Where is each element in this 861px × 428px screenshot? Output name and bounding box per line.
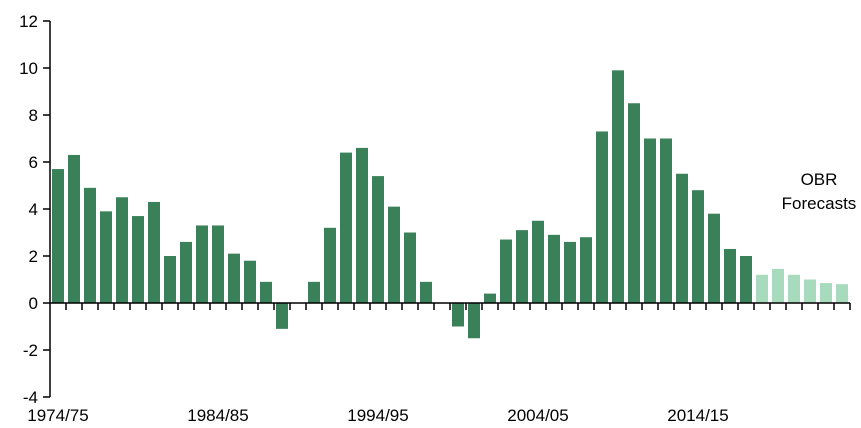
y-tick-label: 6: [29, 153, 38, 172]
bar-1979-80: [132, 216, 144, 303]
bar-1976-77: [84, 187, 96, 303]
forecast-annotation-line2: Forecasts: [782, 194, 857, 213]
x-tick-label-1974-75: 1974/75: [27, 406, 88, 425]
bar-1993-94: [356, 147, 368, 303]
bar-1982-83: [180, 241, 192, 303]
forecast-bar-2018-19: [756, 274, 768, 303]
bar-1999-00: [452, 303, 464, 327]
bar-2017-18: [740, 256, 752, 303]
y-tick-label: -2: [23, 341, 38, 360]
y-tick-label: 2: [29, 247, 38, 266]
forecast-bar-2022-23: [820, 283, 832, 303]
bar-1988-89: [276, 303, 288, 329]
y-tick-label: 8: [29, 106, 38, 125]
bar-1992-93: [340, 152, 352, 303]
bar-2015-16: [708, 213, 720, 303]
forecast-bar-2020-21: [788, 274, 800, 303]
x-ticks-group: [65, 303, 851, 310]
forecast-bar-2021-22: [804, 279, 816, 303]
x-tick-label-2014-15: 2014/15: [667, 406, 728, 425]
bar-2007-08: [580, 237, 592, 303]
x-tick-labels-group: 1974/75 1984/85 1994/95 2004/05 2014/15: [27, 406, 728, 425]
bar-2008-09: [596, 131, 608, 303]
bar-2012-13: [660, 138, 672, 303]
bar-1997-98: [420, 281, 432, 303]
forecast-annotation-line1: OBR: [801, 170, 838, 189]
bar-1978-79: [116, 197, 128, 303]
bar-2014-15: [692, 190, 704, 303]
forecast-bar-2023-24: [836, 284, 848, 303]
bar-2016-17: [724, 248, 736, 303]
bar-2005-06: [548, 234, 560, 303]
bar-1987-88: [260, 281, 272, 303]
bar-1996-97: [404, 232, 416, 303]
bar-1985-86: [228, 253, 240, 303]
x-tick-label-2004-05: 2004/05: [507, 406, 568, 425]
bar-1991-92: [324, 227, 336, 303]
bar-1980-81: [148, 201, 160, 303]
y-ticks-group: -4 -2 0 2 4 6 8 10 12: [19, 12, 50, 407]
bar-1986-87: [244, 260, 256, 303]
bar-1981-82: [164, 256, 176, 303]
bar-2002-03: [500, 239, 512, 303]
bar-2009-10: [612, 70, 624, 303]
bar-2013-14: [676, 173, 688, 303]
y-tick-label: 4: [29, 200, 38, 219]
bar-1994-95: [372, 176, 384, 303]
bar-2003-04: [516, 230, 528, 303]
y-tick-label: 0: [29, 294, 38, 313]
bar-1975-76: [68, 154, 80, 303]
bar-2004-05: [532, 220, 544, 303]
x-tick-label-1994-95: 1994/95: [347, 406, 408, 425]
bar-2001-02: [484, 293, 496, 303]
bar-1977-78: [100, 211, 112, 303]
y-tick-label: -4: [23, 388, 38, 407]
bar-2000-01: [468, 303, 480, 339]
y-tick-label: 10: [19, 59, 38, 78]
bar-1984-85: [212, 225, 224, 303]
bar-2006-07: [564, 241, 576, 303]
bar-1983-84: [196, 225, 208, 303]
forecast-bar-2019-20: [772, 268, 784, 303]
bar-2011-12: [644, 138, 656, 303]
y-tick-label: 12: [19, 12, 38, 31]
x-tick-label-1984-85: 1984/85: [187, 406, 248, 425]
bar-1974-75: [52, 169, 64, 303]
bar-1990-91: [308, 281, 320, 303]
bar-2010-11: [628, 103, 640, 303]
bar-1995-96: [388, 206, 400, 303]
bars-group: [52, 70, 848, 339]
